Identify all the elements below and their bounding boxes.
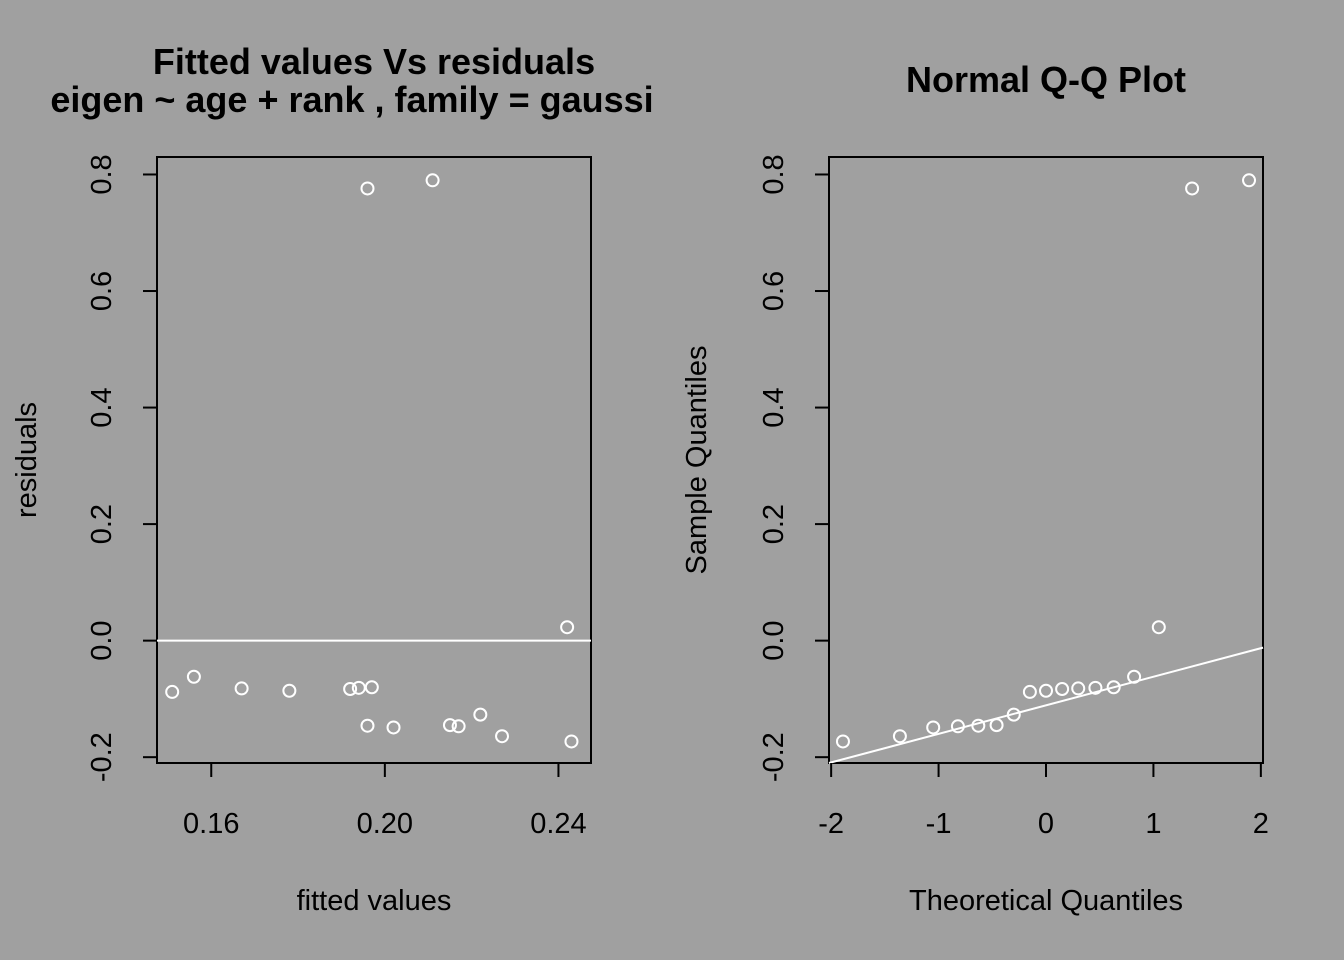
data-point <box>560 620 575 635</box>
y-tick-label: 0.0 <box>758 620 790 660</box>
data-point <box>360 718 375 733</box>
qq-plot: Normal Q-Q Plot -2 -1 0 1 2 -0.2 0.0 0.2 0.4 0.6… <box>681 59 1269 917</box>
y-axis-label: Sample Quantiles <box>681 346 713 575</box>
data-point <box>971 718 986 733</box>
data-points <box>165 173 579 749</box>
data-point <box>234 681 249 696</box>
y-axis-label: residuals <box>11 402 43 518</box>
y-tick-label: 0.2 <box>758 504 790 544</box>
chart-subtitle: eigen ~ age + rank , family = gaussi <box>50 79 653 120</box>
data-point <box>1106 680 1121 695</box>
y-axis: -0.2 0.0 0.2 0.4 0.6 0.8 <box>86 154 157 782</box>
data-point <box>564 734 579 749</box>
data-point <box>835 734 850 749</box>
data-point <box>1039 683 1053 698</box>
plot-frame <box>828 156 1264 764</box>
data-point <box>473 707 488 722</box>
chart-title: Normal Q-Q Plot <box>906 59 1186 100</box>
x-tick-label: 0 <box>1038 808 1054 840</box>
data-point <box>495 729 510 744</box>
data-point <box>425 173 440 188</box>
y-tick-label: 0.6 <box>758 271 790 311</box>
data-point <box>1055 681 1070 696</box>
y-tick-label: -0.2 <box>86 732 118 782</box>
chart-title: Fitted values Vs residuals <box>153 41 595 82</box>
y-tick-label: 0.8 <box>86 154 118 194</box>
y-tick-label: 0.4 <box>86 387 118 427</box>
x-axis-label: fitted values <box>297 885 452 917</box>
x-tick-label: -1 <box>926 808 952 840</box>
qq-reference-line <box>828 646 1264 764</box>
data-point <box>1151 620 1166 635</box>
data-point <box>165 684 180 699</box>
data-point <box>343 681 358 696</box>
x-axis: 0.16 0.20 0.24 <box>183 763 587 840</box>
y-tick-label: 0.0 <box>86 620 118 660</box>
data-point <box>364 680 379 695</box>
data-point <box>892 729 907 744</box>
data-point <box>1006 707 1021 722</box>
x-tick-label: 0.20 <box>357 808 413 840</box>
x-tick-label: 0.24 <box>530 808 586 840</box>
y-tick-label: -0.2 <box>758 732 790 782</box>
data-point <box>186 669 201 684</box>
data-point <box>451 719 466 734</box>
data-point <box>989 718 1004 733</box>
residuals-plot: Fitted values Vs residuals eigen ~ age +… <box>11 41 654 917</box>
x-axis-label: Theoretical Quantiles <box>909 885 1183 917</box>
data-point <box>1127 669 1142 684</box>
x-tick-label: -2 <box>818 808 844 840</box>
x-tick-label: 1 <box>1145 808 1161 840</box>
plot-frame <box>156 156 592 764</box>
data-point <box>386 720 401 735</box>
y-tick-label: 0.2 <box>86 504 118 544</box>
data-points <box>835 173 1257 749</box>
data-point <box>360 181 375 196</box>
y-axis: -0.2 0.0 0.2 0.4 0.6 0.8 <box>758 154 829 782</box>
x-axis: -2 -1 0 1 2 <box>818 763 1269 840</box>
data-point <box>1088 680 1103 695</box>
data-point <box>1022 684 1037 699</box>
data-point <box>926 720 941 735</box>
x-tick-label: 2 <box>1253 808 1269 840</box>
y-tick-label: 0.4 <box>758 387 790 427</box>
data-point <box>1185 181 1200 196</box>
data-point <box>282 683 297 698</box>
y-tick-label: 0.6 <box>86 271 118 311</box>
data-point <box>1242 173 1257 188</box>
data-point <box>1071 681 1086 696</box>
x-tick-label: 0.16 <box>183 808 239 840</box>
data-point <box>351 680 366 695</box>
data-point <box>442 718 457 733</box>
y-tick-label: 0.8 <box>758 154 790 194</box>
data-point <box>950 719 965 734</box>
